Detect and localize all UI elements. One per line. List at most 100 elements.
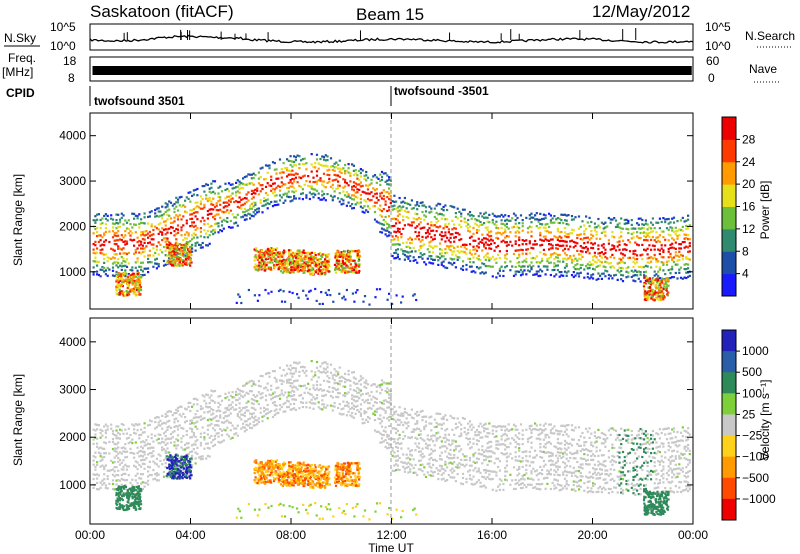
velocity-cell — [196, 452, 199, 455]
velocity-cell — [99, 486, 102, 489]
power-cell — [546, 268, 549, 271]
power-cell — [175, 227, 178, 231]
power-cell — [180, 195, 183, 198]
power-cell — [583, 246, 586, 250]
velocity-cell — [131, 438, 134, 441]
power-cell — [128, 281, 131, 284]
power-cell — [412, 259, 415, 262]
power-cell — [317, 167, 320, 170]
velocity-cell — [104, 452, 107, 455]
power-cell — [136, 257, 139, 260]
power-cell — [141, 270, 144, 273]
power-cell — [309, 255, 313, 258]
power-cell — [322, 192, 326, 196]
power-cell — [171, 226, 174, 229]
power-cell — [288, 263, 291, 266]
power-cell — [407, 245, 410, 248]
velocity-cell — [103, 473, 106, 476]
power-cell — [313, 251, 317, 255]
power-cell — [117, 261, 120, 265]
velocity-cell — [345, 414, 348, 417]
power-cell — [560, 271, 563, 274]
power-cell — [391, 243, 394, 246]
power-cell — [667, 284, 670, 287]
power-cell — [258, 252, 261, 255]
power-cell — [384, 172, 387, 175]
power-cell — [266, 182, 269, 185]
velocity-cell — [134, 465, 137, 468]
power-cell — [444, 223, 447, 226]
power-cell — [495, 226, 498, 229]
power-cell — [349, 180, 352, 183]
power-cell — [97, 260, 100, 263]
power-cell — [421, 257, 424, 260]
velocity-cell — [96, 423, 99, 426]
velocity-cell — [296, 362, 299, 365]
power-cell — [432, 229, 435, 232]
power-cell — [433, 207, 436, 210]
velocity-cell — [136, 472, 139, 475]
power-cell — [658, 266, 661, 269]
power-cell — [191, 250, 194, 253]
power-cell — [391, 200, 394, 203]
power-cell — [460, 245, 463, 248]
power-cell — [470, 270, 473, 273]
power-cell — [648, 226, 651, 229]
power-cell — [187, 232, 190, 235]
power-cell — [356, 183, 359, 186]
power-cell — [495, 261, 498, 264]
velocity-cell — [182, 468, 185, 472]
velocity-cell — [196, 420, 199, 423]
power-cell — [270, 290, 273, 293]
velocity-cell — [166, 451, 169, 454]
velocity-cell — [99, 481, 102, 484]
power-cell — [498, 257, 501, 260]
power-cell — [227, 203, 231, 206]
power-cell — [384, 229, 387, 232]
power-cell — [435, 225, 438, 228]
power-cell — [607, 216, 610, 220]
velocity-cell — [140, 433, 143, 436]
power-cell — [607, 277, 610, 280]
power-cell — [643, 288, 646, 291]
power-cell — [507, 215, 510, 218]
power-cell — [671, 242, 674, 245]
power-cell — [299, 256, 302, 259]
power-cell — [217, 222, 220, 225]
power-cell — [440, 217, 443, 220]
power-cell — [333, 263, 337, 266]
power-cell — [614, 249, 618, 252]
power-cell — [681, 241, 684, 244]
power-cell — [313, 262, 316, 265]
power-cell — [398, 221, 401, 224]
power-cell — [106, 214, 109, 217]
power-cell — [609, 274, 612, 277]
power-cell — [421, 244, 424, 247]
velocity-cell — [173, 412, 176, 415]
velocity-cell — [184, 407, 187, 410]
velocity-cell — [201, 455, 204, 458]
velocity-cell — [300, 366, 303, 369]
velocity-cell — [168, 425, 171, 428]
power-cell — [491, 239, 494, 242]
power-cell — [590, 263, 593, 266]
power-cell — [388, 292, 391, 295]
power-cell — [659, 284, 662, 287]
power-cell — [171, 204, 174, 207]
velocity-cell — [118, 451, 122, 454]
power-cell — [687, 238, 690, 241]
power-cell — [562, 249, 565, 252]
power-cell — [585, 265, 588, 268]
power-cell — [324, 291, 327, 294]
velocity-cell — [301, 397, 304, 400]
power-cell — [669, 252, 672, 255]
power-cell — [511, 226, 514, 229]
power-cell — [442, 235, 445, 238]
velocity-cell — [219, 416, 222, 419]
power-cell — [565, 244, 568, 247]
velocity-cell — [217, 409, 220, 412]
power-cell — [274, 259, 277, 263]
velocity-cell — [213, 434, 217, 437]
power-cell — [671, 276, 674, 279]
power-cell — [583, 224, 586, 227]
